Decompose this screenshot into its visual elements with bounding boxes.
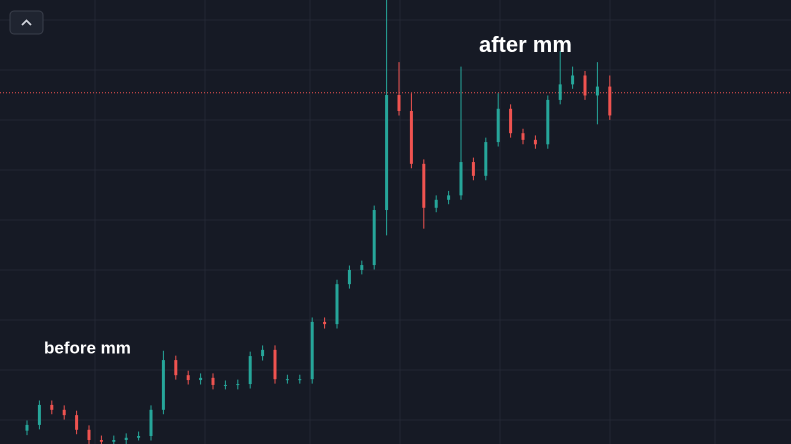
candle-body: [248, 356, 252, 385]
candle-body: [161, 360, 165, 410]
candle-body: [459, 162, 463, 196]
annotation: after mm: [479, 32, 572, 57]
candle-body: [37, 404, 41, 425]
candle-body: [149, 409, 153, 437]
candle-body: [310, 321, 314, 380]
caret-icon: [21, 19, 32, 26]
candle-body: [174, 360, 178, 376]
candle-body: [298, 379, 302, 381]
candle-body: [571, 75, 575, 85]
candle-body: [50, 404, 54, 410]
candle-body: [211, 377, 215, 385]
candle-body: [558, 84, 562, 100]
candle-body: [285, 379, 289, 381]
candle-body: [75, 415, 79, 430]
candle-body: [323, 321, 327, 325]
candle-body: [409, 111, 413, 164]
button-box[interactable]: [9, 10, 44, 35]
candle-body: [447, 195, 451, 200]
candle-body: [397, 95, 401, 111]
candle-body: [273, 349, 277, 380]
candle-body: [608, 86, 612, 116]
candle-body: [25, 424, 29, 431]
candle-body: [261, 349, 265, 357]
candle-body: [199, 377, 203, 381]
candle-body: [137, 436, 141, 438]
candle-body: [360, 265, 364, 270]
annotation: before mm: [44, 338, 131, 357]
candle-body: [186, 375, 190, 381]
candle-body: [533, 139, 537, 145]
candle-body: [471, 162, 475, 176]
candle-body: [595, 86, 599, 96]
candle-body: [112, 440, 116, 442]
candle-body: [124, 437, 128, 441]
candle-body: [236, 384, 240, 386]
candle-body: [335, 284, 339, 325]
candle-body: [99, 440, 103, 442]
candle-body: [546, 99, 550, 145]
candle-body: [347, 269, 351, 285]
candle-body: [223, 384, 227, 386]
candle-body: [87, 429, 91, 441]
candle-body: [372, 210, 376, 266]
collapse-button[interactable]: [9, 10, 44, 35]
candle-body: [62, 409, 66, 416]
candle-body: [583, 75, 587, 96]
candle-body: [521, 133, 525, 140]
candle-body: [434, 199, 438, 208]
candle-body: [484, 142, 488, 176]
candle-body: [385, 95, 389, 211]
candle-body: [509, 108, 513, 134]
candle-body: [496, 108, 500, 143]
candle-body: [422, 163, 426, 208]
